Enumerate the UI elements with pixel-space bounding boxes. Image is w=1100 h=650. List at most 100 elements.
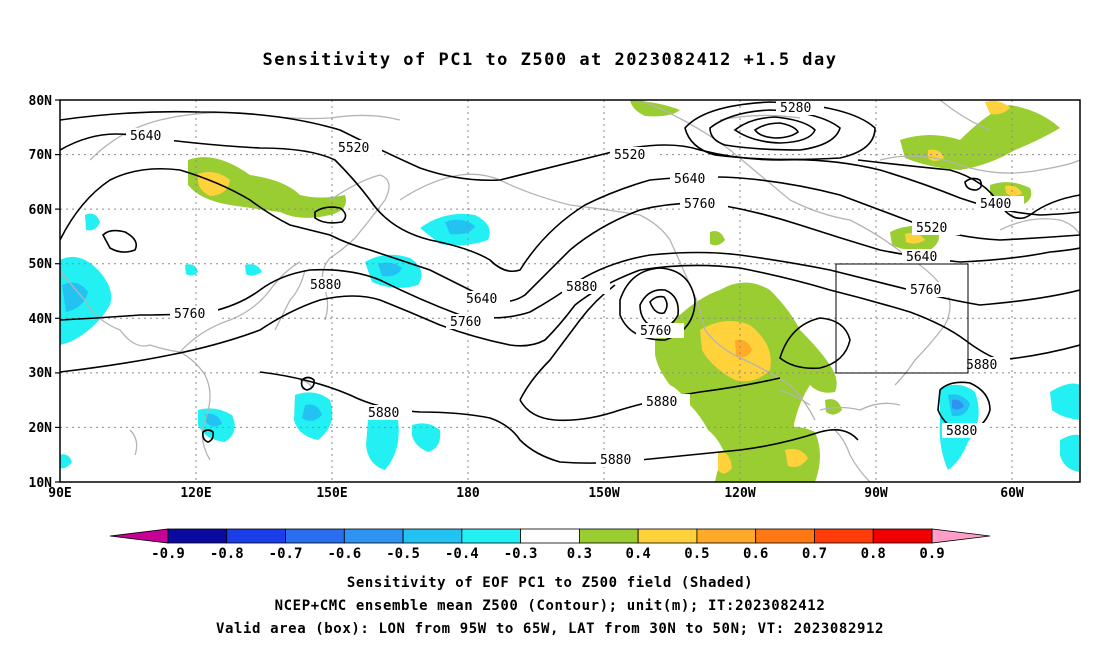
contour-label: 5760 xyxy=(640,324,671,339)
contour-line xyxy=(300,376,315,391)
contour-label: 5640 xyxy=(674,172,705,187)
lon-label: 90E xyxy=(48,486,71,501)
colorbar-segment xyxy=(461,528,522,544)
colorbar-segment xyxy=(402,528,463,544)
shaded-sensitivity xyxy=(60,100,1080,482)
contour-label: 5520 xyxy=(338,141,369,156)
contour-label: 5880 xyxy=(566,280,597,295)
coastline xyxy=(849,219,951,386)
colorbar-segment xyxy=(167,528,228,544)
coastline xyxy=(779,389,811,406)
positive-region xyxy=(985,100,1010,115)
positive-region xyxy=(905,232,925,244)
contour-label: 5760 xyxy=(450,315,481,330)
latitude-labels: 80N 70N 60N 50N 40N 30N 20N 10N xyxy=(29,94,53,491)
contour-label: 5880 xyxy=(966,358,997,373)
contour-line xyxy=(60,251,1080,321)
lat-label: 10N xyxy=(29,476,53,491)
colorbar-arrow-left xyxy=(109,528,169,544)
coastline xyxy=(639,100,851,221)
contour-label: 5760 xyxy=(910,283,941,298)
colorbar-label: 0.6 xyxy=(743,546,768,562)
colorbar-segment xyxy=(637,528,698,544)
graticule xyxy=(60,100,1080,482)
lat-label: 60N xyxy=(29,203,53,218)
contour-label: 5880 xyxy=(368,406,399,421)
lon-label: 120E xyxy=(180,486,211,501)
map-title: Sensitivity of PC1 to Z500 at 2023082412… xyxy=(262,50,838,70)
negative-region xyxy=(1060,434,1080,472)
colorbar-label: -0.5 xyxy=(386,546,420,562)
negative-region xyxy=(60,454,72,469)
coastline xyxy=(834,429,871,482)
positive-region xyxy=(1005,185,1022,196)
coastline xyxy=(129,429,138,456)
positive-region xyxy=(718,451,732,474)
coastline xyxy=(879,155,1080,174)
contour-line xyxy=(753,122,800,139)
positive-region xyxy=(710,231,725,246)
lat-label: 80N xyxy=(29,94,53,109)
contour-label: 5640 xyxy=(130,129,161,144)
negative-region xyxy=(952,399,964,410)
contour-label: 5760 xyxy=(684,197,715,212)
contour-line xyxy=(709,109,841,151)
lat-label: 30N xyxy=(29,366,53,381)
contour-label: 5880 xyxy=(946,424,977,439)
coastline xyxy=(999,218,1080,236)
lon-label: 90W xyxy=(864,486,888,501)
contour-label: 5520 xyxy=(916,221,947,236)
coastline xyxy=(179,261,301,353)
colorbar-label: -0.8 xyxy=(210,546,244,562)
caption-contour: NCEP+CMC ensemble mean Z500 (Contour); u… xyxy=(274,598,826,614)
tick-marks xyxy=(55,99,60,483)
contour-label: 5880 xyxy=(600,453,631,468)
colorbar-label: -0.4 xyxy=(445,546,479,562)
positive-region xyxy=(785,449,808,467)
coastline xyxy=(939,100,991,131)
colorbar-label: -0.9 xyxy=(151,546,185,562)
colorbar-label: 0.8 xyxy=(861,546,886,562)
lat-label: 40N xyxy=(29,312,53,327)
colorbar-label: -0.7 xyxy=(269,546,303,562)
colorbar-label: 0.3 xyxy=(567,546,592,562)
colorbar-label: 0.7 xyxy=(802,546,827,562)
negative-region xyxy=(366,415,399,470)
lon-label: 150E xyxy=(316,486,347,501)
negative-region xyxy=(412,423,441,452)
lat-label: 20N xyxy=(29,421,53,436)
positive-region xyxy=(825,399,842,415)
contour-label: 5880 xyxy=(646,395,677,410)
negative-region xyxy=(445,219,475,235)
colorbar-label: 0.4 xyxy=(626,546,651,562)
lat-label: 50N xyxy=(29,257,53,272)
colorbar-label: -0.6 xyxy=(327,546,361,562)
coastline xyxy=(274,269,306,331)
negative-region xyxy=(245,264,262,276)
colorbar: -0.9 -0.8 -0.7 -0.6 -0.5 -0.4 -0.3 0.3 0.4 0.5 0.6… xyxy=(109,528,991,562)
colorbar-arrow-right xyxy=(931,528,991,544)
colorbar-segment xyxy=(343,528,404,544)
contour-label: 5400 xyxy=(980,197,1011,212)
colorbar-segment xyxy=(814,528,874,544)
contour-line xyxy=(102,229,138,253)
colorbar-segment xyxy=(872,528,933,544)
contour-label-group: 5640 5520 5520 5640 5760 5280 5400 5520 … xyxy=(126,100,1024,468)
contour-line xyxy=(519,284,616,401)
positive-region xyxy=(735,339,752,358)
contour-line xyxy=(60,133,1080,273)
contour-label: 5640 xyxy=(906,250,937,265)
lat-label: 70N xyxy=(29,148,53,163)
valid-area-box xyxy=(835,263,969,374)
contour-label: 5640 xyxy=(466,292,497,307)
negative-region xyxy=(1050,383,1080,420)
lon-label: 120W xyxy=(724,486,755,501)
caption-shaded: Sensitivity of EOF PC1 to Z500 field (Sh… xyxy=(346,575,754,591)
positive-region xyxy=(700,321,771,382)
negative-region xyxy=(378,262,402,277)
negative-region xyxy=(85,213,100,231)
contour-label: 5880 xyxy=(310,278,341,293)
negative-region xyxy=(205,413,222,427)
positive-region xyxy=(188,157,346,218)
colorbar-segment xyxy=(226,528,286,544)
